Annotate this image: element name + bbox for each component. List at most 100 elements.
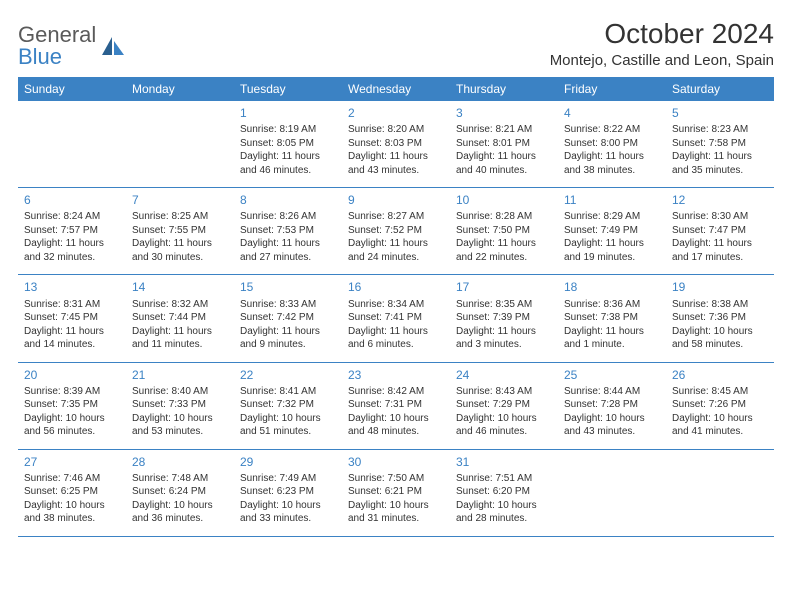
daylight-text: and 51 minutes. [240,425,336,439]
header: General Blue October 2024 Montejo, Casti… [18,18,774,69]
day-number: 1 [240,105,336,121]
sunset-text: Sunset: 7:50 PM [456,224,552,238]
daylight-text: Daylight: 11 hours [564,325,660,339]
sunrise-text: Sunrise: 8:40 AM [132,385,228,399]
day-number: 18 [564,279,660,295]
sunset-text: Sunset: 7:47 PM [672,224,768,238]
sunrise-text: Sunrise: 8:43 AM [456,385,552,399]
daylight-text: and 36 minutes. [132,512,228,526]
sunrise-text: Sunrise: 8:21 AM [456,123,552,137]
calendar-day: 16Sunrise: 8:34 AMSunset: 7:41 PMDayligh… [342,275,450,362]
calendar-day: 21 Sunrise: 8:40 AMSunset: 7:33 PMDayligh… [126,362,234,449]
calendar-day: 14Sunrise: 8:32 AMSunset: 7:44 PMDayligh… [126,275,234,362]
day-number: 15 [240,279,336,295]
day-number: 23 [348,367,444,383]
sunset-text: Sunset: 7:26 PM [672,398,768,412]
calendar-day: 27Sunrise: 7:46 AMSunset: 6:25 PMDayligh… [18,449,126,536]
day-header: Monday [126,77,234,101]
daylight-text: and 17 minutes. [672,251,768,265]
daylight-text: and 58 minutes. [672,338,768,352]
sunset-text: Sunset: 7:29 PM [456,398,552,412]
day-number: 25 [564,367,660,383]
calendar-day: 13Sunrise: 8:31 AMSunset: 7:45 PMDayligh… [18,275,126,362]
sunset-text: Sunset: 7:33 PM [132,398,228,412]
calendar-day-empty [558,449,666,536]
day-number: 28 [132,454,228,470]
calendar-week: 27Sunrise: 7:46 AMSunset: 6:25 PMDayligh… [18,449,774,536]
day-number: 11 [564,192,660,208]
daylight-text: and 38 minutes. [24,512,120,526]
daylight-text: Daylight: 11 hours [672,237,768,251]
calendar-day: 23Sunrise: 8:42 AMSunset: 7:31 PMDayligh… [342,362,450,449]
daylight-text: Daylight: 10 hours [132,412,228,426]
daylight-text: and 46 minutes. [240,164,336,178]
calendar-day: 8Sunrise: 8:26 AMSunset: 7:53 PMDaylight… [234,188,342,275]
sunset-text: Sunset: 7:45 PM [24,311,120,325]
day-number: 21 [132,367,228,383]
day-header: Tuesday [234,77,342,101]
calendar-day: 1Sunrise: 8:19 AMSunset: 8:05 PMDaylight… [234,101,342,188]
calendar-day: 24Sunrise: 8:43 AMSunset: 7:29 PMDayligh… [450,362,558,449]
day-number: 7 [132,192,228,208]
sunset-text: Sunset: 7:32 PM [240,398,336,412]
calendar-week: 1Sunrise: 8:19 AMSunset: 8:05 PMDaylight… [18,101,774,188]
sunset-text: Sunset: 7:57 PM [24,224,120,238]
sunrise-text: Sunrise: 8:26 AM [240,210,336,224]
sunrise-text: Sunrise: 8:23 AM [672,123,768,137]
calendar-day: 20Sunrise: 8:39 AMSunset: 7:35 PMDayligh… [18,362,126,449]
sunrise-text: Sunrise: 7:48 AM [132,472,228,486]
calendar-day: 31Sunrise: 7:51 AMSunset: 6:20 PMDayligh… [450,449,558,536]
sunrise-text: Sunrise: 8:38 AM [672,298,768,312]
sunset-text: Sunset: 7:53 PM [240,224,336,238]
daylight-text: and 11 minutes. [132,338,228,352]
sunrise-text: Sunrise: 8:34 AM [348,298,444,312]
day-number: 10 [456,192,552,208]
calendar-day: 4Sunrise: 8:22 AMSunset: 8:00 PMDaylight… [558,101,666,188]
sunrise-text: Sunrise: 8:27 AM [348,210,444,224]
daylight-text: and 33 minutes. [240,512,336,526]
sunrise-text: Sunrise: 8:32 AM [132,298,228,312]
daylight-text: Daylight: 10 hours [240,499,336,513]
daylight-text: and 14 minutes. [24,338,120,352]
calendar-day: 15Sunrise: 8:33 AMSunset: 7:42 PMDayligh… [234,275,342,362]
calendar-day: 26Sunrise: 8:45 AMSunset: 7:26 PMDayligh… [666,362,774,449]
daylight-text: Daylight: 10 hours [456,499,552,513]
daylight-text: Daylight: 10 hours [24,412,120,426]
sunset-text: Sunset: 6:25 PM [24,485,120,499]
calendar-day-empty [666,449,774,536]
sunrise-text: Sunrise: 8:24 AM [24,210,120,224]
sunrise-text: Sunrise: 8:29 AM [564,210,660,224]
sunrise-text: Sunrise: 8:45 AM [672,385,768,399]
sunset-text: Sunset: 6:20 PM [456,485,552,499]
calendar-day-empty [126,101,234,188]
daylight-text: and 6 minutes. [348,338,444,352]
daylight-text: and 46 minutes. [456,425,552,439]
sunrise-text: Sunrise: 8:35 AM [456,298,552,312]
day-number: 2 [348,105,444,121]
day-header-row: SundayMondayTuesdayWednesdayThursdayFrid… [18,77,774,101]
daylight-text: Daylight: 11 hours [24,325,120,339]
sunrise-text: Sunrise: 7:46 AM [24,472,120,486]
sunrise-text: Sunrise: 8:31 AM [24,298,120,312]
calendar-day: 2Sunrise: 8:20 AMSunset: 8:03 PMDaylight… [342,101,450,188]
daylight-text: and 43 minutes. [348,164,444,178]
daylight-text: Daylight: 11 hours [564,237,660,251]
day-number: 12 [672,192,768,208]
sunset-text: Sunset: 7:36 PM [672,311,768,325]
sunset-text: Sunset: 7:28 PM [564,398,660,412]
calendar-day: 6Sunrise: 8:24 AMSunset: 7:57 PMDaylight… [18,188,126,275]
sunset-text: Sunset: 8:01 PM [456,137,552,151]
sunset-text: Sunset: 8:03 PM [348,137,444,151]
sunrise-text: Sunrise: 8:42 AM [348,385,444,399]
day-header: Sunday [18,77,126,101]
sunset-text: Sunset: 6:21 PM [348,485,444,499]
sunrise-text: Sunrise: 8:30 AM [672,210,768,224]
daylight-text: and 40 minutes. [456,164,552,178]
daylight-text: and 48 minutes. [348,425,444,439]
daylight-text: Daylight: 11 hours [672,150,768,164]
day-header: Friday [558,77,666,101]
daylight-text: Daylight: 10 hours [132,499,228,513]
calendar-day: 25Sunrise: 8:44 AMSunset: 7:28 PMDayligh… [558,362,666,449]
sunrise-text: Sunrise: 8:22 AM [564,123,660,137]
calendar-week: 6Sunrise: 8:24 AMSunset: 7:57 PMDaylight… [18,188,774,275]
